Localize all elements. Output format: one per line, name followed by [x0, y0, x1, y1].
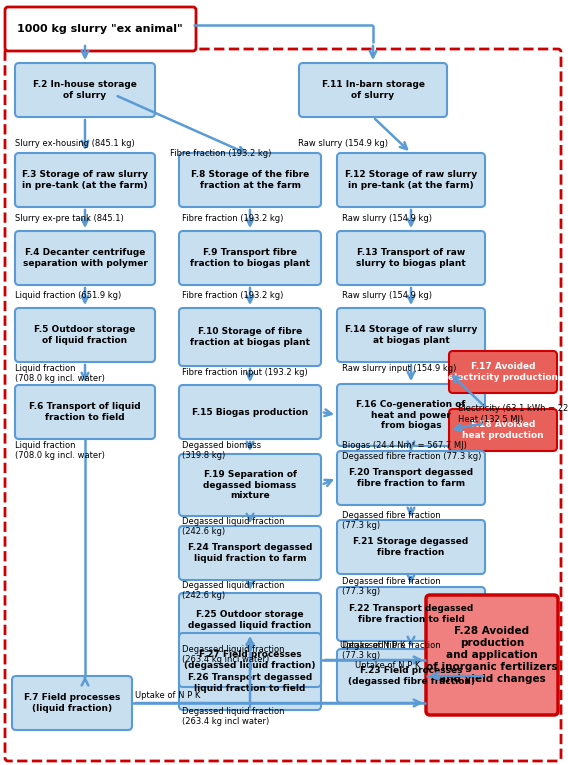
Text: Slurry ex-pre tank (845.1): Slurry ex-pre tank (845.1) — [15, 213, 124, 223]
Text: F.20 Transport degassed
fibre fraction to farm: F.20 Transport degassed fibre fraction t… — [349, 468, 473, 488]
FancyBboxPatch shape — [337, 231, 485, 285]
Text: F.16 Co-generation of
heat and power
from biogas: F.16 Co-generation of heat and power fro… — [356, 400, 466, 430]
Text: F.18 Avoided
heat production: F.18 Avoided heat production — [462, 420, 544, 440]
Text: Degassed liquid fraction: Degassed liquid fraction — [182, 646, 285, 655]
Text: Liquid fraction (651.9 kg): Liquid fraction (651.9 kg) — [15, 291, 121, 300]
Text: F.25 Outdoor storage
degassed liquid fraction: F.25 Outdoor storage degassed liquid fra… — [189, 610, 312, 630]
Text: Degassed fibre fraction: Degassed fibre fraction — [342, 642, 441, 650]
Text: F.4 Decanter centrifuge
separation with polymer: F.4 Decanter centrifuge separation with … — [23, 248, 148, 268]
Text: Degassed liquid fraction: Degassed liquid fraction — [182, 517, 285, 526]
FancyBboxPatch shape — [449, 351, 557, 393]
Text: Degassed liquid fraction: Degassed liquid fraction — [182, 708, 285, 717]
Text: Fibre fraction (193.2 kg): Fibre fraction (193.2 kg) — [182, 291, 283, 300]
FancyBboxPatch shape — [179, 153, 321, 207]
Text: Degassed fibre fraction: Degassed fibre fraction — [342, 578, 441, 587]
FancyBboxPatch shape — [337, 153, 485, 207]
FancyBboxPatch shape — [337, 649, 485, 703]
FancyBboxPatch shape — [5, 7, 196, 51]
FancyBboxPatch shape — [179, 526, 321, 580]
FancyBboxPatch shape — [449, 409, 557, 451]
Text: (77.3 kg): (77.3 kg) — [342, 522, 380, 530]
FancyBboxPatch shape — [179, 385, 321, 439]
Text: F.24 Transport degassed
liquid fraction to farm: F.24 Transport degassed liquid fraction … — [188, 543, 312, 563]
Text: Biogas (24.4 Nm³ = 567.7 MJ): Biogas (24.4 Nm³ = 567.7 MJ) — [342, 441, 467, 450]
Text: F.27 Field processes
(degassed liquid fraction): F.27 Field processes (degassed liquid fr… — [184, 650, 316, 670]
Text: F.19 Separation of
degassed biomass
mixture: F.19 Separation of degassed biomass mixt… — [203, 470, 296, 500]
FancyBboxPatch shape — [179, 308, 321, 366]
Text: 1000 kg slurry "ex animal": 1000 kg slurry "ex animal" — [17, 24, 183, 34]
Text: Slurry ex-housing (845.1 kg): Slurry ex-housing (845.1 kg) — [15, 138, 135, 148]
FancyBboxPatch shape — [179, 231, 321, 285]
Text: F.2 In-house storage
of slurry: F.2 In-house storage of slurry — [33, 80, 137, 100]
Text: F.13 Transport of raw
slurry to biogas plant: F.13 Transport of raw slurry to biogas p… — [356, 248, 466, 268]
Text: F.15 Biogas production: F.15 Biogas production — [192, 408, 308, 416]
FancyBboxPatch shape — [179, 454, 321, 516]
FancyBboxPatch shape — [337, 308, 485, 362]
Text: F.10 Storage of fibre
fraction at biogas plant: F.10 Storage of fibre fraction at biogas… — [190, 327, 310, 347]
Text: Fibre fraction input (193.2 kg): Fibre fraction input (193.2 kg) — [182, 367, 308, 376]
Text: Raw slurry input (154.9 kg): Raw slurry input (154.9 kg) — [342, 363, 456, 373]
Text: F.3 Storage of raw slurry
in pre-tank (at the farm): F.3 Storage of raw slurry in pre-tank (a… — [22, 170, 148, 190]
FancyBboxPatch shape — [337, 587, 485, 641]
Text: F.6 Transport of liquid
fraction to field: F.6 Transport of liquid fraction to fiel… — [29, 402, 141, 422]
Text: Liquid fraction: Liquid fraction — [15, 363, 76, 373]
Text: Raw slurry (154.9 kg): Raw slurry (154.9 kg) — [342, 291, 432, 300]
Text: Uptake of N P K: Uptake of N P K — [355, 660, 420, 669]
Text: Electricity (63.1 kWh = 227.1 MJ): Electricity (63.1 kWh = 227.1 MJ) — [458, 403, 568, 412]
Text: F.12 Storage of raw slurry
in pre-tank (at the farm): F.12 Storage of raw slurry in pre-tank (… — [345, 170, 477, 190]
Text: F.28 Avoided
production
and application
of inorganic fertilizers
and yield chang: F.28 Avoided production and application … — [426, 626, 558, 684]
FancyBboxPatch shape — [299, 63, 447, 117]
Text: Uptake of N P K: Uptake of N P K — [340, 640, 406, 649]
FancyBboxPatch shape — [337, 451, 485, 505]
Text: Degassed liquid fraction: Degassed liquid fraction — [182, 581, 285, 591]
Text: (77.3 kg): (77.3 kg) — [342, 652, 380, 660]
Text: (263.4 kg incl water): (263.4 kg incl water) — [182, 718, 269, 727]
Text: (263.4 kg incl water): (263.4 kg incl water) — [182, 656, 269, 665]
FancyBboxPatch shape — [179, 593, 321, 647]
Text: F.17 Avoided
electricity production: F.17 Avoided electricity production — [448, 362, 558, 382]
Text: F.11 In-barn storage
of slurry: F.11 In-barn storage of slurry — [321, 80, 424, 100]
FancyBboxPatch shape — [337, 384, 485, 446]
Text: (242.6 kg): (242.6 kg) — [182, 528, 225, 536]
Text: F.7 Field processes
(liquid fraction): F.7 Field processes (liquid fraction) — [24, 693, 120, 713]
Text: Raw slurry (154.9 kg): Raw slurry (154.9 kg) — [342, 213, 432, 223]
FancyBboxPatch shape — [15, 63, 155, 117]
FancyBboxPatch shape — [179, 656, 321, 710]
Text: F.9 Transport fibre
fraction to biogas plant: F.9 Transport fibre fraction to biogas p… — [190, 248, 310, 268]
FancyBboxPatch shape — [15, 231, 155, 285]
Text: (708.0 kg incl. water): (708.0 kg incl. water) — [15, 451, 105, 460]
Text: (242.6 kg): (242.6 kg) — [182, 591, 225, 601]
FancyBboxPatch shape — [179, 633, 321, 687]
Text: Uptake of N P K: Uptake of N P K — [135, 691, 201, 699]
Text: Degassed biomass: Degassed biomass — [182, 441, 261, 450]
Text: Heat (132.5 MJ): Heat (132.5 MJ) — [458, 415, 523, 424]
FancyBboxPatch shape — [15, 153, 155, 207]
Text: (319.8 kg): (319.8 kg) — [182, 451, 225, 460]
Text: F.8 Storage of the fibre
fraction at the farm: F.8 Storage of the fibre fraction at the… — [191, 170, 309, 190]
Text: (708.0 kg incl. water): (708.0 kg incl. water) — [15, 373, 105, 382]
Text: F.22 Transport degassed
fibre fraction to field: F.22 Transport degassed fibre fraction t… — [349, 604, 473, 624]
Text: F.5 Outdoor storage
of liquid fraction: F.5 Outdoor storage of liquid fraction — [34, 325, 136, 345]
Text: F.26 Transport degassed
liquid fraction to field: F.26 Transport degassed liquid fraction … — [188, 673, 312, 693]
Text: F.14 Storage of raw slurry
at biogas plant: F.14 Storage of raw slurry at biogas pla… — [345, 325, 477, 345]
Text: Raw slurry (154.9 kg): Raw slurry (154.9 kg) — [298, 138, 388, 148]
FancyBboxPatch shape — [426, 595, 558, 715]
FancyBboxPatch shape — [15, 385, 155, 439]
Text: F.21 Storage degassed
fibre fraction: F.21 Storage degassed fibre fraction — [353, 537, 469, 557]
FancyBboxPatch shape — [12, 676, 132, 730]
Text: Degassed fibre fraction (77.3 kg): Degassed fibre fraction (77.3 kg) — [342, 451, 481, 461]
Text: F.23 Field processes
(degassed fibre fraction): F.23 Field processes (degassed fibre fra… — [348, 666, 474, 686]
Text: Degassed fibre fraction: Degassed fibre fraction — [342, 512, 441, 520]
Text: Fibre fraction (193.2 kg): Fibre fraction (193.2 kg) — [170, 148, 272, 158]
Text: Fibre fraction (193.2 kg): Fibre fraction (193.2 kg) — [182, 213, 283, 223]
FancyBboxPatch shape — [337, 520, 485, 574]
FancyBboxPatch shape — [15, 308, 155, 362]
Text: (77.3 kg): (77.3 kg) — [342, 588, 380, 597]
Text: Liquid fraction: Liquid fraction — [15, 441, 76, 450]
